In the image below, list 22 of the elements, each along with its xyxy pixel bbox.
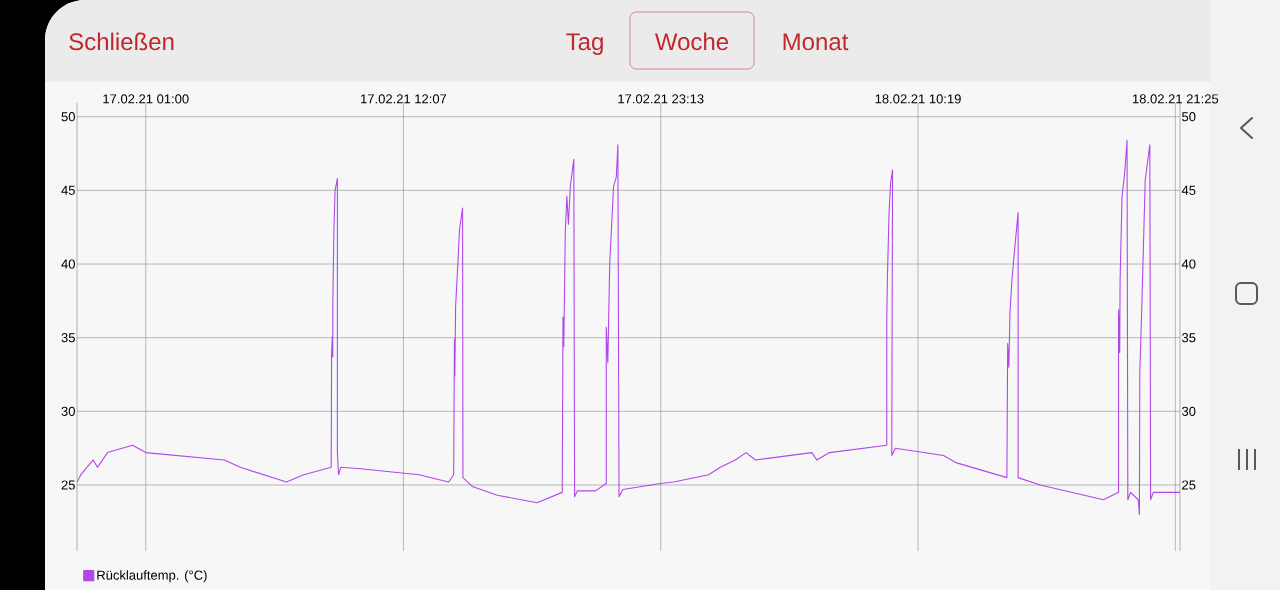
x-tick-label: 18.02.21 21:25 xyxy=(1132,94,1219,104)
x-tick-label: 17.02.21 23:13 xyxy=(618,94,704,104)
y-tick-label: 40 xyxy=(61,259,75,269)
y2-tick-label: 35 xyxy=(1182,333,1196,343)
y-tick-label: 35 xyxy=(61,333,75,343)
y2-tick-label: 50 xyxy=(1182,112,1196,122)
y-tick-label: 45 xyxy=(61,185,75,195)
y2-tick-label: 30 xyxy=(1182,406,1196,416)
y2-tick-label: 25 xyxy=(1182,480,1196,490)
y-tick-label: 30 xyxy=(61,406,75,416)
text: Tag xyxy=(566,33,603,55)
y-tick-label: 25 xyxy=(61,480,75,490)
y2-tick-label: 45 xyxy=(1181,185,1196,195)
text: Monat xyxy=(783,33,849,51)
x-tick-label: 17.02.21 01:00 xyxy=(103,94,189,104)
y2-tick-label: 40 xyxy=(1181,259,1196,269)
text: Woche xyxy=(654,32,729,51)
y-tick-label: 50 xyxy=(61,112,75,122)
x-tick-label: 17.02.21 12:07 xyxy=(361,94,447,104)
x-tick-label: 18.02.21 10:19 xyxy=(875,94,961,104)
text: Schließen xyxy=(69,32,174,51)
legend-label: Rücklauftemp. (°C) xyxy=(97,570,207,583)
